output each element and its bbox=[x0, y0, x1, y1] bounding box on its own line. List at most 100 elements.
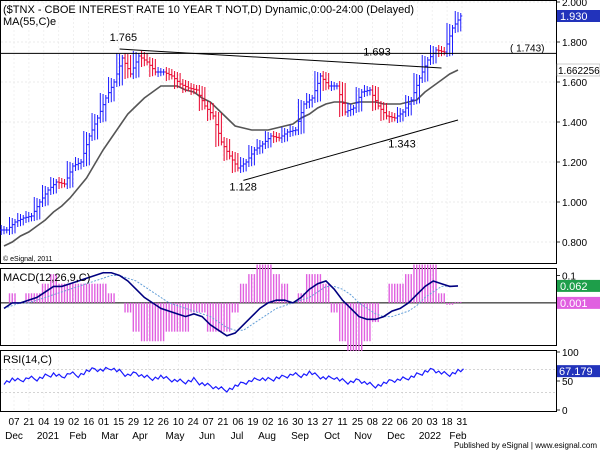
price-bar bbox=[423, 56, 427, 83]
trendlines bbox=[1, 48, 556, 181]
price-bar bbox=[313, 71, 317, 103]
price-bar bbox=[230, 151, 234, 173]
x-tick-month: Feb bbox=[69, 431, 87, 442]
ma-line bbox=[3, 69, 459, 247]
price-bar bbox=[307, 94, 311, 109]
price-bar bbox=[255, 139, 259, 155]
price-bar bbox=[10, 218, 14, 235]
price-bar bbox=[368, 87, 372, 96]
macd-y-tick-label: 0.1 bbox=[562, 271, 576, 282]
price-bar bbox=[239, 157, 243, 173]
price-bar bbox=[340, 82, 344, 117]
price-y-tick-label: 1.400 bbox=[562, 118, 587, 129]
y-axis-labels: 2.0001.8001.6001.4001.2001.0000.8000.1-0… bbox=[556, 0, 587, 417]
price-bar bbox=[272, 131, 276, 143]
x-tick-month: Mar bbox=[101, 431, 119, 442]
price-bar bbox=[263, 131, 267, 149]
price-bar bbox=[376, 87, 380, 110]
x-tick-day: 06 bbox=[232, 417, 244, 428]
price-bar bbox=[13, 219, 17, 234]
x-tick-day: 19 bbox=[247, 417, 259, 428]
x-tick-day: 20 bbox=[412, 417, 424, 428]
price-bar bbox=[420, 55, 424, 83]
price-bar bbox=[65, 161, 69, 189]
x-tick-day: 10 bbox=[173, 417, 185, 428]
rsi-y-tick-label: 0 bbox=[562, 406, 568, 417]
resistance-trendline bbox=[119, 48, 442, 69]
price-bar bbox=[335, 83, 339, 90]
x-tick-day: 07 bbox=[8, 417, 20, 428]
price-bar bbox=[241, 158, 245, 173]
price-bar bbox=[310, 95, 314, 108]
x-tick-day: 25 bbox=[352, 417, 364, 428]
x-tick-day: 02 bbox=[262, 417, 274, 428]
price-bar bbox=[354, 87, 358, 113]
price-bar bbox=[217, 112, 221, 147]
x-tick-day: 11 bbox=[337, 417, 348, 428]
price-bar bbox=[371, 85, 375, 111]
price-bar bbox=[274, 132, 278, 143]
macd-line bbox=[3, 271, 459, 337]
price-bar bbox=[346, 103, 350, 117]
price-bar bbox=[247, 145, 251, 167]
price-bar bbox=[153, 59, 157, 76]
price-bar bbox=[49, 177, 53, 195]
rsi-value-badge bbox=[557, 365, 600, 378]
hist-value: 0.001 bbox=[560, 298, 588, 310]
price-bar bbox=[203, 87, 207, 110]
price-bar bbox=[373, 86, 377, 111]
price-bar bbox=[390, 112, 394, 123]
x-tick-month: Sep bbox=[291, 431, 309, 442]
x-tick-day: 22 bbox=[382, 417, 394, 428]
price-bar bbox=[404, 95, 408, 117]
price-bar bbox=[214, 111, 218, 147]
price-bar bbox=[321, 71, 325, 91]
price-bar bbox=[52, 178, 56, 195]
x-tick-month: Dec bbox=[387, 431, 405, 442]
price-bar bbox=[120, 55, 124, 86]
publisher-footer: Published by eSignal | www.esignal.com bbox=[454, 441, 597, 450]
price-bar bbox=[156, 67, 160, 77]
price-bar bbox=[258, 140, 262, 155]
x-tick-day: 27 bbox=[322, 417, 334, 428]
price-bar bbox=[19, 214, 23, 227]
x-tick-month: Feb bbox=[449, 431, 467, 442]
esignal-watermark: © eSignal, 2011 bbox=[3, 255, 53, 263]
price-bar bbox=[365, 86, 369, 97]
price-bar bbox=[327, 73, 331, 90]
price-bar bbox=[96, 115, 100, 140]
x-tick-day: 19 bbox=[53, 417, 65, 428]
x-tick-month: 2022 bbox=[419, 431, 442, 442]
key-point-label: 1.693 bbox=[363, 46, 391, 58]
x-tick-month: Aug bbox=[258, 431, 276, 442]
price-bar bbox=[261, 141, 265, 154]
macd-value: 0.062 bbox=[560, 281, 588, 293]
price-bar bbox=[43, 186, 47, 207]
last-price-badge bbox=[557, 10, 600, 22]
x-tick-day: 03 bbox=[427, 417, 439, 428]
price-bar bbox=[0, 225, 3, 235]
price-bar bbox=[357, 88, 361, 113]
price-bar bbox=[302, 101, 306, 134]
price-bar bbox=[296, 99, 300, 135]
price-bar bbox=[412, 73, 416, 105]
price-bar bbox=[269, 133, 273, 148]
price-bar bbox=[329, 81, 333, 91]
price-bar bbox=[192, 84, 196, 95]
x-tick-month: Jul bbox=[231, 431, 244, 442]
x-tick-month: Jun bbox=[199, 431, 215, 442]
price-bar bbox=[82, 131, 86, 167]
price-bar bbox=[98, 93, 102, 123]
price-bar bbox=[46, 187, 50, 206]
price-bar bbox=[277, 133, 281, 142]
price-y-tick-label: 1.200 bbox=[562, 158, 587, 169]
x-tick-day: 21 bbox=[23, 417, 35, 428]
price-bar bbox=[90, 113, 94, 141]
price-bar bbox=[393, 113, 397, 122]
key-point-label: 1.343 bbox=[388, 138, 416, 150]
price-y-tick-label: 1.800 bbox=[562, 38, 587, 49]
price-bar bbox=[189, 83, 193, 95]
price-bar bbox=[338, 81, 342, 117]
price-bar bbox=[244, 159, 248, 172]
